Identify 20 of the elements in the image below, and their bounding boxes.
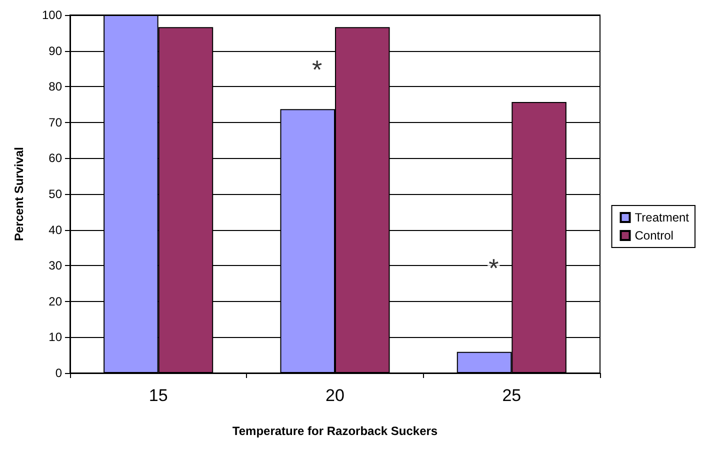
x-tick-label: 25 [502,386,522,405]
legend-label: Control [634,228,674,242]
annotation: * [488,253,499,284]
y-tick-label: 40 [48,222,62,237]
x-tick-label: 20 [326,386,344,405]
x-axis-title: Temperature for Razorback Suckers [232,424,438,438]
y-tick-label: 70 [48,115,62,130]
y-tick-label: 20 [48,294,62,308]
annotation: * [312,54,322,84]
y-tick-label: 90 [48,44,62,58]
legend-label: Treatment [634,210,690,224]
y-axis-title: Percent Survival [12,146,26,242]
y-tick-label: 60 [48,151,62,166]
y-tick-label: 10 [48,330,62,344]
x-tick-label: 15 [148,386,168,405]
y-tick-label: 0 [55,366,62,380]
y-tick-label: 30 [48,258,62,273]
y-tick-label: 80 [48,80,62,94]
y-tick-label: 50 [48,187,62,201]
y-tick-label: 100 [42,8,62,22]
